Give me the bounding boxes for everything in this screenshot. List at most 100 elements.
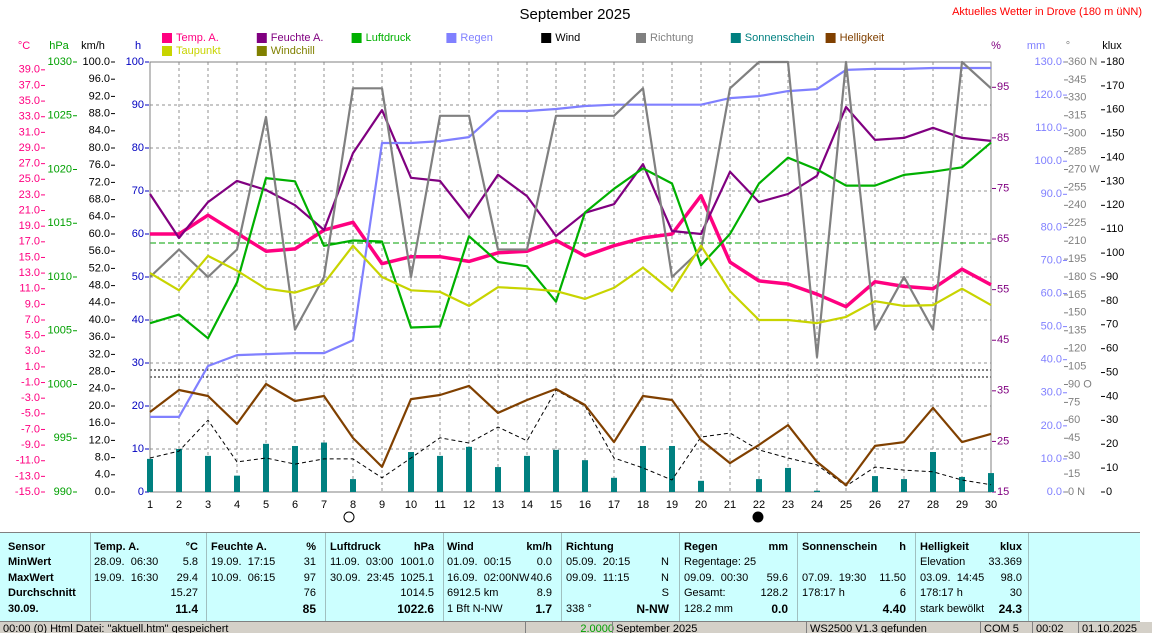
y-tick-label: 3.0 (25, 345, 40, 357)
full-moon-icon (343, 511, 355, 523)
legend-swatch (256, 46, 267, 56)
cell-value: 15.27 (170, 587, 198, 599)
y-tick-label: 60 (1068, 414, 1080, 426)
column-unit: hPa (413, 541, 434, 553)
axis-title: °C (18, 40, 30, 52)
y-tick-label: 100.0 (1034, 155, 1062, 167)
cell-text: 19.09. 16:30 (94, 572, 159, 584)
y-tick-label: 60 (132, 228, 144, 240)
status-field: 00:02 (1032, 622, 1080, 633)
cell-value: 0.0 (536, 556, 552, 568)
cell-value: N-NW (636, 602, 669, 616)
cell-value: 1.7 (535, 602, 552, 616)
cell-text: 178:17 h (802, 587, 845, 599)
y-tick-label: 20.0 (1041, 420, 1062, 432)
chart: September 2025 Aktuelles Wetter in Drove… (15, 6, 1142, 523)
x-tick-label: 2 (176, 499, 182, 511)
status-field: 01.10.2025 (1078, 622, 1152, 633)
y-tick-label: 75 (1068, 396, 1080, 408)
status-field: WS2500 V1.3 gefunden (806, 622, 980, 633)
y-tick-label: 72.0 (89, 176, 110, 188)
cell-value: N (661, 572, 669, 584)
y-tick-label: 270 W (1068, 163, 1100, 175)
legend-swatch (162, 33, 172, 43)
y-tick-label: 37.0 (19, 79, 40, 91)
cell-text: 07.09. 19:30 (802, 572, 867, 584)
y-tick-label: 60.0 (89, 228, 110, 240)
bar (988, 473, 994, 492)
y-tick-label: 130.0 (1034, 56, 1062, 68)
status-field: 00:00 (0) Html Datei: "aktuell.htm" gesp… (3, 623, 229, 633)
y-tick-label: 90 (1106, 271, 1118, 283)
cell-text: 30.09. 23:45 (330, 572, 395, 584)
y-tick-label: 85 (997, 132, 1009, 144)
cell-value: 11.50 (879, 572, 906, 584)
cell-text: 178:17 h (920, 587, 963, 599)
cell-text: 16.09. 02:00NW (447, 572, 530, 584)
x-tick-label: 30 (985, 499, 997, 511)
legend-label: Feuchte A. (271, 32, 324, 44)
y-tick-label: 140 (1106, 151, 1124, 163)
legend-label: Luftdruck (366, 32, 412, 44)
cell-value: 1014.5 (400, 587, 434, 599)
y-tick-label: 1005 (48, 325, 72, 337)
bar (205, 455, 211, 492)
y-tick-label: 120 (1068, 343, 1086, 355)
y-tick-label: 120 (1106, 199, 1124, 211)
column-title: Temp. A. (94, 541, 140, 553)
bar (669, 445, 675, 492)
column-unit: % (306, 541, 316, 553)
y-tick-label: 80.0 (89, 142, 110, 154)
cell-text: Regentage: 25 (684, 556, 757, 568)
column-unit: mm (768, 541, 788, 553)
status-field: COM 5 (980, 622, 1034, 633)
column-title: Helligkeit (920, 541, 969, 553)
y-tick-label: 70 (1106, 319, 1118, 331)
y-tick-label: 1.0 (25, 361, 40, 373)
y-tick-label: 40.0 (1041, 354, 1062, 366)
y-tick-label: 35 (997, 385, 1009, 397)
y-tick-label: 1030 (48, 56, 72, 68)
column-separator (443, 533, 444, 621)
legend-swatch (730, 33, 741, 43)
column-unit: klux (999, 541, 1022, 553)
y-tick-label: 225 (1068, 217, 1086, 229)
x-tick-label: 26 (869, 499, 881, 511)
x-tick-label: 16 (579, 499, 591, 511)
cell-value: 8.9 (536, 587, 552, 599)
y-tick-label: 31.0 (19, 126, 40, 138)
y-tick-label: 52.0 (89, 262, 110, 274)
y-tick-label: 21.0 (19, 204, 40, 216)
y-tick-label: 25 (997, 435, 1009, 447)
y-tick-label: 995 (54, 432, 72, 444)
y-tick-label: 88.0 (89, 108, 110, 120)
column-separator (679, 533, 680, 621)
legend-swatch (825, 33, 836, 43)
y-tick-label: 20.0 (89, 400, 110, 412)
y-tick-label: 100.0 (82, 56, 110, 68)
cell-text: 128.2 mm (684, 603, 733, 615)
y-tick-label: 90.0 (1041, 188, 1062, 200)
row-label: MinWert (8, 556, 52, 568)
legend-swatch (351, 33, 362, 43)
y-tick-label: 5.0 (25, 330, 40, 342)
y-tick-label: 50 (132, 271, 144, 283)
series-line (150, 193, 992, 309)
y-tick-label: 40.0 (89, 314, 110, 326)
y-tick-label: 130 (1106, 175, 1124, 187)
x-tick-label: 22 (753, 499, 765, 511)
y-tick-label: 80.0 (1041, 221, 1062, 233)
bar (582, 460, 588, 492)
y-tick-label: -15.0 (15, 486, 40, 498)
y-tick-label: 9.0 (25, 298, 40, 310)
axis-title: km/h (81, 40, 105, 52)
x-tick-label: 28 (927, 499, 939, 511)
cell-value: 4.40 (882, 602, 906, 616)
y-tick-label: 300 (1068, 128, 1086, 140)
y-tick-label: 23.0 (19, 189, 40, 201)
x-tick-label: 17 (608, 499, 620, 511)
y-tick-label: 0 (138, 486, 144, 498)
y-tick-label: 13.0 (19, 267, 40, 279)
bar (524, 455, 530, 492)
y-tick-label: 40 (132, 314, 144, 326)
